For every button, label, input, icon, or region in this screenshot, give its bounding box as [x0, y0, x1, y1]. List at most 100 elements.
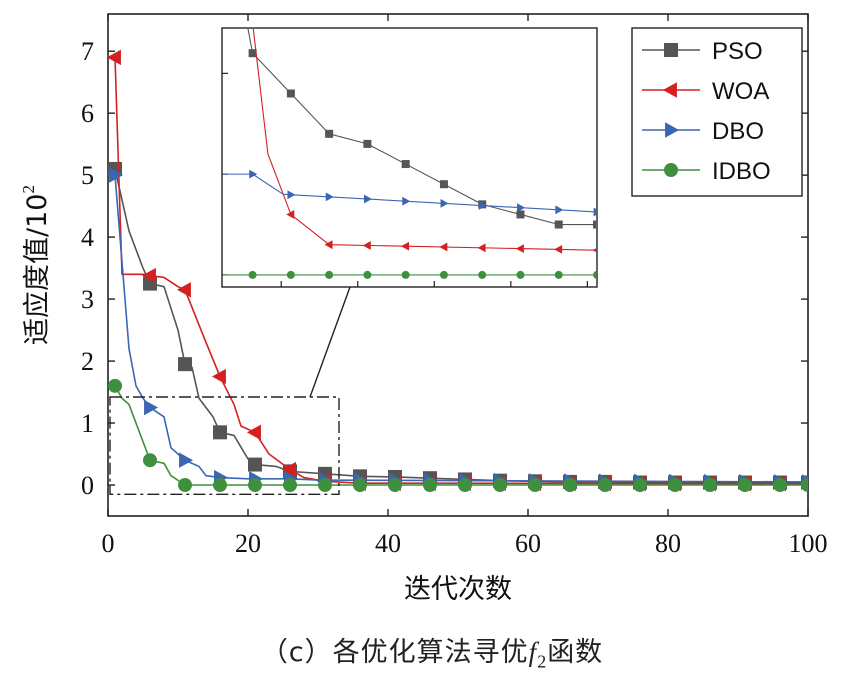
inset-series-line-woa: [252, 29, 596, 251]
inset-marker-pso: [670, 231, 678, 239]
inset-marker-idbo: [439, 270, 448, 279]
y-tick-label: 0: [81, 471, 94, 500]
inset-marker-woa: [631, 247, 639, 256]
marker-woa: [281, 461, 296, 478]
inset-marker-woa: [401, 241, 410, 251]
legend-box: [631, 27, 803, 197]
legend-marker-woa: [662, 82, 677, 98]
inset-marker-dbo: [364, 194, 373, 204]
inset-marker-dbo: [816, 220, 824, 229]
inset-marker-woa: [707, 248, 715, 257]
inset-marker-pso: [325, 129, 334, 138]
inset-marker-idbo: [363, 270, 372, 279]
inset-marker-woa: [477, 243, 486, 253]
marker-pso: [213, 425, 227, 440]
inset-marker-dbo: [402, 196, 411, 206]
marker-pso: [248, 457, 262, 472]
y-tick-label: 3: [81, 285, 94, 314]
inset-marker-dbo: [287, 190, 296, 200]
inset-marker-pso: [631, 231, 639, 239]
legend-item-idbo: IDBO: [642, 158, 771, 185]
marker-woa: [141, 267, 156, 284]
marker-dbo: [109, 167, 124, 183]
y-tick-label: 5: [81, 161, 94, 190]
legend-label-dbo: DBO: [712, 118, 764, 145]
inset-marker-idbo: [401, 270, 410, 279]
y-axis-label: 适应度值/102: [19, 185, 53, 345]
inset-marker-idbo: [746, 271, 754, 279]
inset-marker-idbo: [286, 270, 295, 279]
inset-marker-idbo: [593, 271, 596, 279]
inset-marker-woa: [515, 244, 524, 254]
inset-marker-pso: [286, 89, 295, 98]
caption-function-symbol: f: [528, 637, 538, 667]
inset-marker-woa: [669, 247, 677, 256]
marker-idbo: [773, 478, 787, 493]
legend-item-woa: WOA: [642, 78, 769, 105]
zoom-region-box: [109, 396, 340, 496]
inset-frame: [221, 27, 598, 288]
y-axis-label-superscript: 2: [19, 185, 38, 194]
inset-marker-idbo: [210, 271, 218, 279]
y-tick-label: 1: [81, 409, 94, 438]
figure-caption: （c）各优化算法寻优f2函数: [0, 630, 864, 672]
marker-idbo: [493, 478, 507, 493]
legend-item-dbo: DBO: [642, 118, 764, 145]
inset-marker-idbo: [708, 271, 716, 279]
zoom-layer: [109, 27, 824, 496]
inset-marker-idbo: [784, 271, 792, 279]
inset-marker-pso: [401, 160, 410, 169]
inset-marker-dbo: [211, 170, 219, 179]
inset-marker-pso: [593, 220, 596, 229]
inset-marker-idbo: [670, 271, 678, 279]
inset-marker-idbo: [554, 270, 563, 279]
caption-function-subscript: 2: [537, 651, 548, 672]
inset-marker-woa: [814, 250, 822, 259]
inset-marker-woa: [286, 210, 295, 219]
x-tick-label: 100: [789, 529, 828, 558]
marker-woa: [176, 282, 191, 298]
inset-marker-pso: [363, 139, 372, 148]
inset-marker-pso: [248, 49, 257, 58]
legend-label-idbo: IDBO: [712, 158, 771, 185]
inset-marker-woa: [592, 248, 596, 253]
inset-marker-dbo: [708, 214, 716, 223]
x-tick-label: 20: [235, 529, 261, 558]
marker-idbo: [178, 478, 192, 493]
inset-marker-dbo: [785, 218, 793, 227]
inset-series-woa: [252, 29, 822, 259]
legend: PSO WOA DBO IDBO: [631, 27, 803, 197]
marker-woa: [108, 49, 121, 66]
marker-idbo: [318, 478, 332, 493]
series-layer: [108, 49, 808, 493]
x-tick-label: 80: [655, 529, 681, 558]
inset-marker-pso: [439, 180, 448, 189]
y-tick-label: 4: [81, 223, 94, 252]
series-line-idbo: [108, 385, 808, 486]
marker-idbo: [248, 478, 262, 493]
marker-idbo: [283, 478, 297, 493]
zoom-pointer-line: [309, 286, 351, 398]
inset-marker-woa: [324, 240, 333, 250]
inset-marker-dbo: [747, 216, 755, 225]
x-axis-label: 迭代次数: [404, 574, 512, 605]
inset-marker-idbo: [631, 271, 639, 279]
inset-marker-dbo: [593, 207, 596, 217]
marker-idbo: [388, 478, 402, 493]
inset-marker-idbo: [478, 270, 487, 279]
series-idbo: [108, 378, 808, 493]
inset-marker-idbo: [815, 271, 823, 279]
y-tick-label: 2: [81, 347, 94, 376]
marker-idbo: [598, 478, 612, 493]
marker-idbo: [801, 478, 808, 493]
x-tick-label: 60: [515, 529, 541, 558]
marker-idbo: [563, 478, 577, 493]
inset-marker-pso: [784, 231, 792, 239]
legend-marker-pso: [664, 43, 678, 57]
marker-idbo: [528, 478, 542, 493]
inset-marker-dbo: [173, 150, 181, 159]
caption-suffix: 函数: [547, 637, 604, 668]
inset-marker-pso: [708, 231, 716, 239]
legend-marker-idbo: [664, 163, 678, 177]
inset-marker-dbo: [517, 203, 526, 213]
